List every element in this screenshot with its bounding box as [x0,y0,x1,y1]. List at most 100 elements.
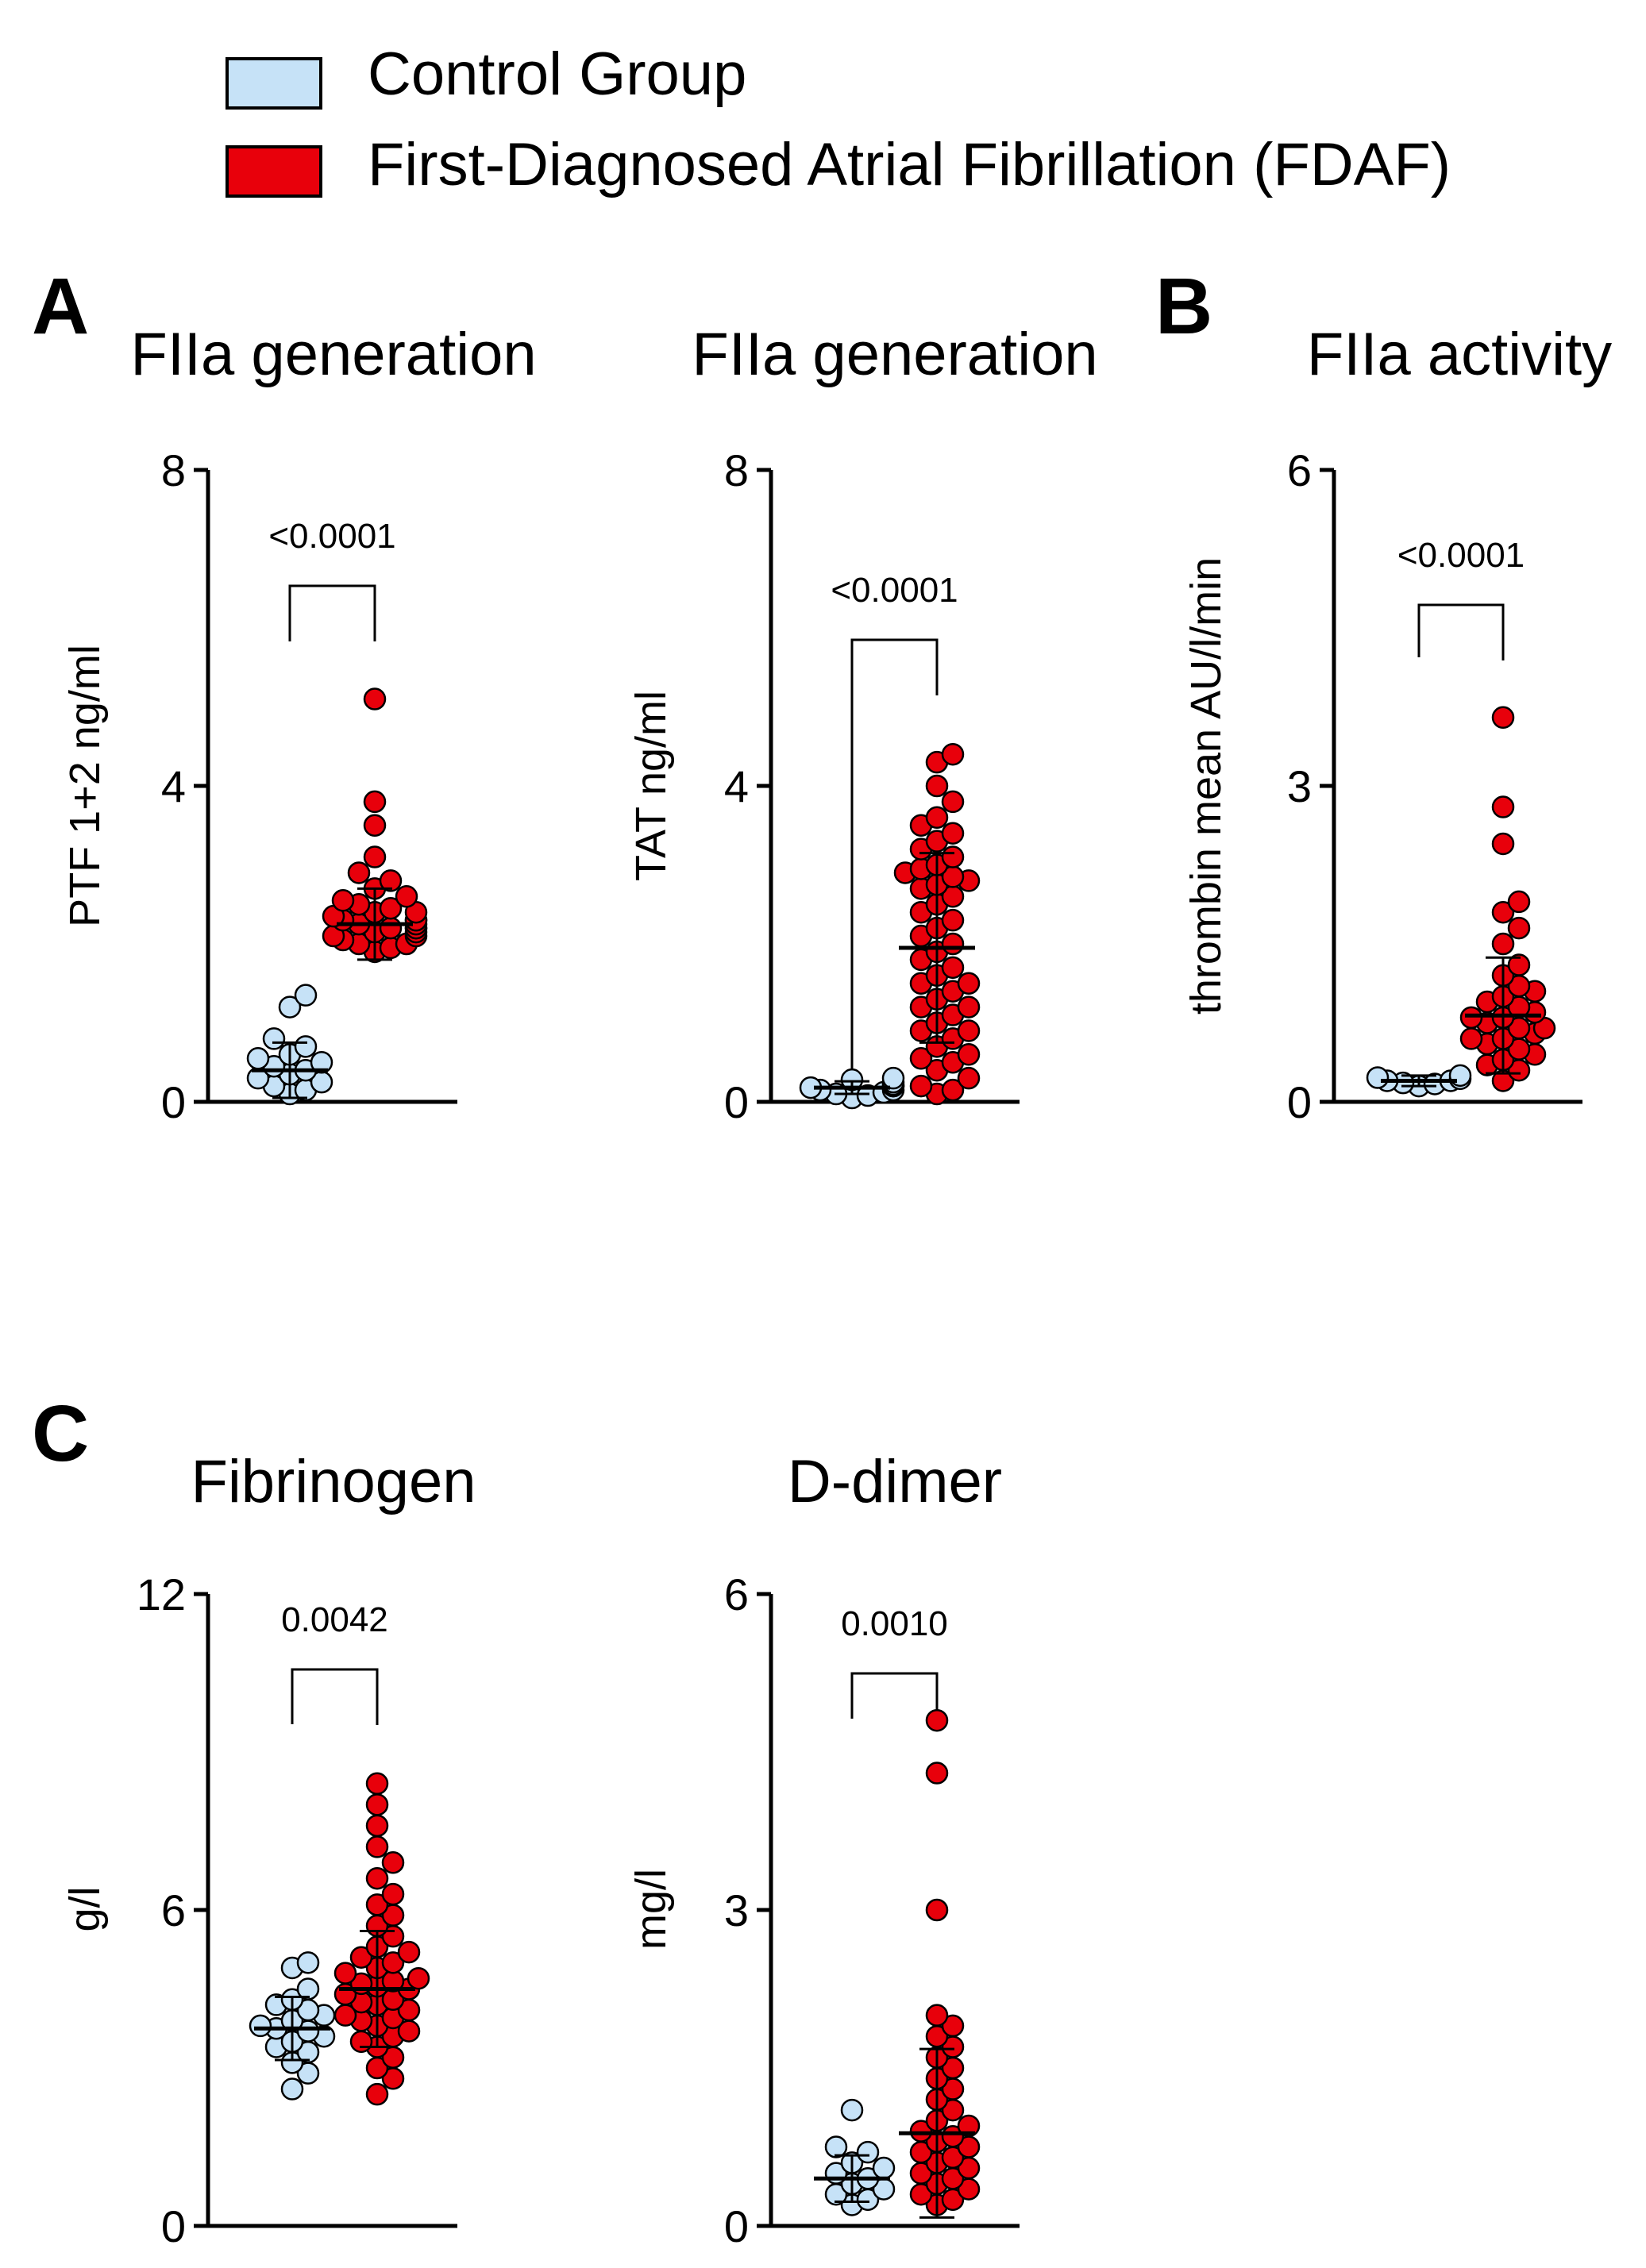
fdaf-point [1459,1006,1483,1030]
fdaf-point [333,1962,357,1985]
chart-tat: FIIa generation TAT ng/ml 0 4 8 <0.0001 [627,321,1098,1127]
fdaf-point [941,932,965,956]
p-value-label: <0.0001 [268,517,395,556]
control-point [246,1047,270,1070]
chart-title: Fibrinogen [191,1448,476,1515]
fdaf-point [365,1835,389,1858]
panel-letter-a: A [32,262,89,351]
fdaf-point [925,806,949,830]
y-tick-label: 12 [137,1569,186,1619]
fdaf-point [909,1074,933,1098]
fdaf-point [379,869,403,892]
fdaf-point [1459,1027,1483,1050]
y-tick-label: 6 [1287,445,1312,495]
legend: Control Group First-Diagnosed Atrial Fib… [226,40,1451,198]
control-point [872,2156,896,2180]
fdaf-point [363,687,387,710]
chart-fibrinogen: Fibrinogen g/l 0 6 12 0.0042 [61,1448,476,2251]
fdaf-point [379,896,403,920]
fdaf-point [365,1772,389,1796]
fdaf-point [347,861,371,884]
p-value-label: 0.0010 [841,1604,948,1643]
fdaf-point [365,2082,389,2106]
fdaf-point [407,1966,430,1990]
fdaf-point [941,822,965,845]
fdaf-point [1507,916,1531,940]
fdaf-point [941,1078,965,1102]
control-point [294,984,318,1007]
y-axis-label: thrombin mean AU/l/min [1182,557,1230,1015]
fdaf-point [363,845,387,868]
fdaf-point [397,1940,421,1964]
chart-title: D-dimer [788,1448,1002,1515]
y-tick-label: 0 [1287,1077,1312,1127]
fdaf-point [381,1882,405,1906]
fdaf-point [365,1793,389,1816]
fdaf-point [925,1708,949,1732]
fdaf-point [365,1866,389,1890]
y-tick-label: 4 [161,761,186,811]
legend-swatch-fdaf [226,145,322,198]
fdaf-point [1491,900,1515,924]
fdaf-point [381,1851,405,1874]
fdaf-point [365,1893,389,1916]
y-tick-label: 6 [161,1885,186,1935]
fdaf-point [1491,795,1515,818]
fdaf-point [957,2114,981,2138]
fdaf-point [363,790,387,814]
fdaf-point [925,2004,949,2027]
fdaf-point [957,972,981,995]
control-point [249,2014,272,2038]
fdaf-point [925,1762,949,1785]
fdaf-point [1491,832,1515,856]
legend-label-control: Control Group [368,40,746,108]
fdaf-point [1507,953,1531,976]
chart-d-dimer: D-dimer mg/l 0 3 6 0.0010 [627,1448,1020,2251]
fdaf-point [1507,890,1531,914]
y-tick-label: 0 [724,2201,749,2251]
y-tick-label: 4 [724,761,749,811]
fdaf-point [379,916,403,940]
y-tick-label: 8 [724,445,749,495]
fdaf-point [925,1898,949,1922]
panel-letter-c: C [32,1389,89,1478]
fdaf-point [941,790,965,814]
significance-bracket [288,584,376,641]
y-axis-label: g/l [61,1886,109,1931]
y-tick-label: 0 [161,2201,186,2251]
control-point [840,2098,864,2122]
fdaf-point [941,742,965,766]
fdaf-point [363,814,387,837]
fdaf-point [909,1047,933,1070]
y-tick-label: 8 [161,445,186,495]
control-point [262,1027,286,1050]
chart-title: FIIa generation [692,321,1097,388]
control-point [1366,1066,1390,1089]
p-value-label: <0.0001 [1397,536,1525,575]
fdaf-point [365,1814,389,1838]
y-axis-label: TAT ng/ml [627,691,675,881]
fdaf-point [957,995,981,1018]
fdaf-point [349,1946,373,1969]
fdaf-point [941,908,965,932]
legend-swatch-control [226,57,322,110]
fdaf-point [395,885,418,908]
p-value-label: 0.0042 [281,1600,388,1639]
significance-bracket [291,1668,379,1725]
y-axis-label: PTF 1+2 ng/ml [61,645,109,927]
significance-bracket [1417,603,1505,660]
fdaf-point [957,1066,981,1090]
chart-title: FIIa generation [130,321,536,388]
control-point [278,995,302,1018]
significance-bracket [850,1672,939,1729]
y-tick-label: 0 [161,1077,186,1127]
fdaf-point [941,2124,965,2148]
significance-bracket [850,638,939,1092]
fdaf-point [1491,706,1515,730]
fdaf-point [941,956,965,980]
fdaf-point [381,1951,405,1974]
p-value-label: <0.0001 [831,571,958,610]
y-tick-label: 3 [1287,761,1312,811]
fdaf-point [909,2120,933,2143]
